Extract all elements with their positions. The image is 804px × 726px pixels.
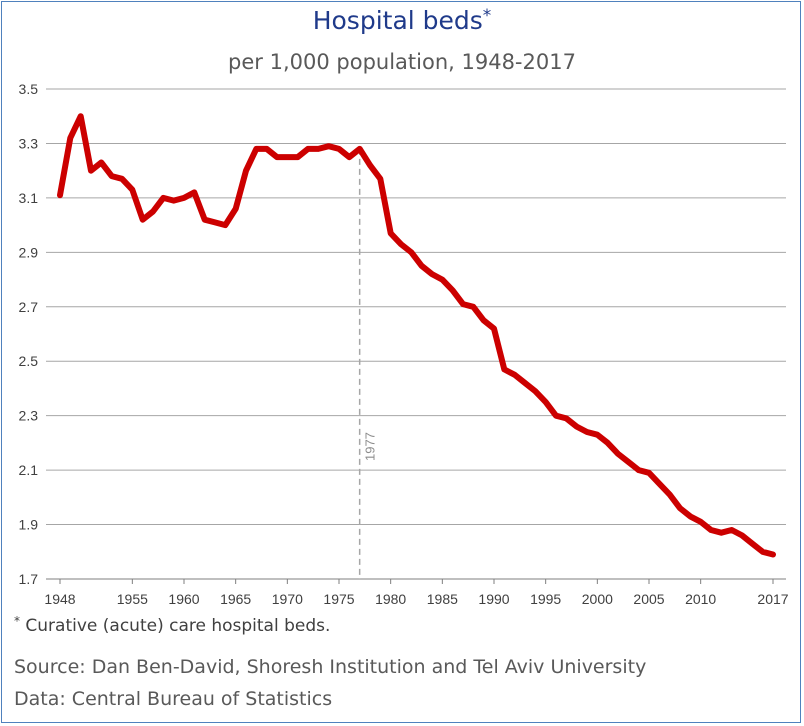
y-tick-label: 3.3 [19,135,39,151]
y-tick-label: 3.5 [19,81,39,97]
chart-title-footnote-mark: * [482,6,492,26]
y-tick-label: 2.7 [19,299,39,315]
reference-line-group: 1977 [358,148,378,579]
data-note: Data: Central Bureau of Statistics [14,688,333,710]
y-axis-ticks: 1.7 1.9 2.1 2.3 2.5 2.7 2.9 3.1 3.3 3.5 [19,81,39,587]
x-axis-ticks: 1948 1955 1960 1965 1970 1975 1980 1985 1990 1995… [44,579,789,607]
footnote: * Curative (acute) care hospital beds. [14,614,330,636]
y-tick-label: 1.7 [19,571,39,587]
x-tick-label: 1985 [427,591,458,607]
x-tick-label: 2005 [633,591,664,607]
source-note: Source: Dan Ben-David, Shoresh Instituti… [14,656,647,678]
chart-title-text: Hospital beds [312,6,483,35]
x-tick-label: 1955 [117,591,148,607]
x-tick-label: 1980 [375,591,406,607]
x-tick-label: 2017 [757,591,788,607]
y-tick-label: 2.1 [19,462,39,478]
y-tick-label: 3.1 [19,190,39,206]
reference-line-label: 1977 [363,432,378,461]
series-group [57,113,776,558]
x-tick-label: 1995 [530,591,561,607]
x-tick-label: 1970 [272,591,303,607]
x-tick-label: 1948 [44,591,75,607]
y-tick-label: 2.5 [19,353,39,369]
x-tick-label: 1990 [478,591,509,607]
x-tick-label: 2010 [685,591,716,607]
chart-subtitle: per 1,000 population, 1948-2017 [228,50,576,74]
footnote-mark: * [14,614,20,628]
y-tick-label: 1.9 [19,517,39,533]
y-tick-label: 2.3 [19,408,39,424]
x-tick-label: 1960 [168,591,199,607]
footnote-text: Curative (acute) care hospital beds. [20,616,331,636]
x-tick-label: 1975 [323,591,354,607]
x-tick-label: 1965 [220,591,251,607]
gridlines [46,88,786,580]
y-tick-label: 2.9 [19,244,39,260]
chart-title: Hospital beds* [0,6,804,35]
x-tick-label: 2000 [582,591,613,607]
series-line-hospital-beds [57,113,776,558]
